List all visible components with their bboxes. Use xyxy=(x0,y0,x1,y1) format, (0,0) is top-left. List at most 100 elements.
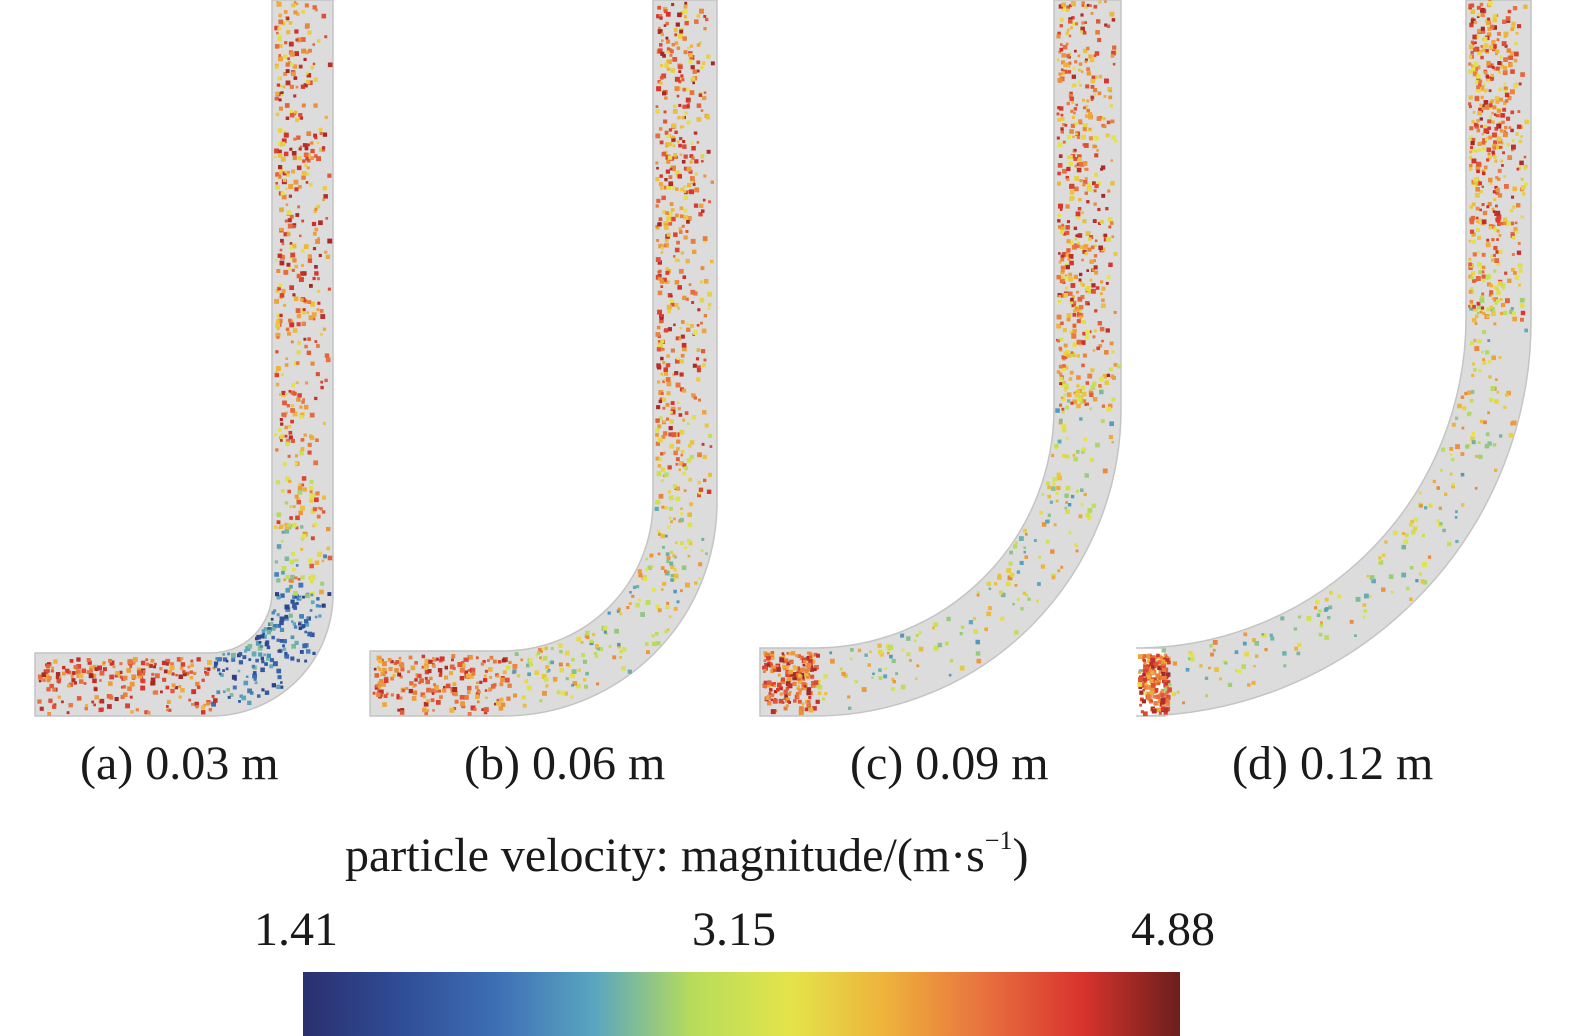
particle xyxy=(660,479,664,483)
particle xyxy=(1494,159,1498,163)
particle xyxy=(459,695,465,700)
particle xyxy=(1502,132,1508,138)
particle xyxy=(666,185,672,191)
particle xyxy=(299,405,303,409)
particle xyxy=(1083,143,1089,148)
particle xyxy=(295,558,299,562)
particle xyxy=(769,688,773,692)
particle xyxy=(1478,107,1484,113)
particle xyxy=(1080,134,1086,140)
particle xyxy=(636,585,640,589)
particle xyxy=(1071,333,1077,339)
particle xyxy=(108,658,112,663)
particle xyxy=(285,80,291,86)
particle xyxy=(304,622,310,627)
particle xyxy=(213,664,218,668)
particle xyxy=(1479,310,1483,314)
particle xyxy=(1150,657,1156,663)
particle xyxy=(324,250,328,254)
particle xyxy=(688,541,693,546)
particle xyxy=(582,677,587,682)
particle xyxy=(1507,278,1512,283)
particle xyxy=(275,332,281,338)
particle xyxy=(526,685,532,691)
particle xyxy=(1083,244,1089,249)
particle xyxy=(662,7,668,12)
particle xyxy=(310,632,315,638)
particle xyxy=(204,670,207,674)
particle xyxy=(438,689,441,693)
particle xyxy=(655,204,659,208)
particle xyxy=(281,138,287,144)
particle xyxy=(1455,416,1459,420)
particle xyxy=(316,141,320,145)
particle xyxy=(1495,217,1499,221)
particle xyxy=(281,566,287,571)
particle xyxy=(1498,356,1502,360)
particle xyxy=(1490,254,1493,258)
particle xyxy=(253,671,257,675)
particle xyxy=(281,242,285,246)
particle xyxy=(1481,132,1485,136)
particle xyxy=(1473,183,1478,187)
particle xyxy=(1056,323,1062,329)
particle xyxy=(276,638,280,642)
particle xyxy=(274,44,280,49)
particle xyxy=(283,132,289,138)
particle xyxy=(1143,664,1149,670)
particle xyxy=(771,665,777,671)
particle xyxy=(69,659,74,663)
particle xyxy=(1473,177,1479,182)
particle xyxy=(673,517,676,521)
particle xyxy=(1503,405,1507,409)
particle xyxy=(1072,309,1077,313)
particle xyxy=(269,664,274,669)
particle xyxy=(1481,85,1485,89)
particle xyxy=(92,664,97,670)
particle xyxy=(672,484,677,489)
particle xyxy=(180,657,184,661)
particle xyxy=(1502,220,1508,226)
particle xyxy=(1461,503,1465,507)
particle xyxy=(278,283,283,288)
particle xyxy=(319,332,323,336)
particle xyxy=(1087,508,1093,513)
particle xyxy=(879,652,884,657)
particle xyxy=(196,685,201,690)
particle xyxy=(1485,18,1490,23)
particle xyxy=(543,656,548,661)
particle xyxy=(687,443,692,448)
particle xyxy=(1468,289,1473,294)
particle xyxy=(665,402,670,407)
particle xyxy=(1054,444,1059,449)
particle xyxy=(1270,636,1275,641)
particle xyxy=(300,525,304,529)
particle xyxy=(375,684,379,688)
particle xyxy=(701,209,705,213)
particle xyxy=(1086,71,1091,76)
particle xyxy=(1070,283,1076,288)
particle xyxy=(594,652,597,655)
particle xyxy=(108,681,113,686)
particle xyxy=(1064,506,1068,510)
particle xyxy=(260,634,265,639)
particle xyxy=(1081,450,1085,454)
particle xyxy=(1085,231,1091,237)
particle xyxy=(680,450,685,454)
particle xyxy=(1471,158,1477,164)
particle xyxy=(306,311,310,314)
particle xyxy=(797,684,801,688)
particle xyxy=(677,285,682,290)
particle xyxy=(708,302,712,307)
particle xyxy=(261,629,266,633)
particle xyxy=(1510,110,1515,115)
particle xyxy=(309,412,315,418)
particle xyxy=(1072,84,1075,88)
particle xyxy=(256,634,261,640)
particle xyxy=(1205,694,1209,698)
particle xyxy=(275,323,280,328)
particle xyxy=(288,424,292,429)
particle xyxy=(1057,117,1061,122)
particle xyxy=(1065,437,1069,440)
particle xyxy=(534,670,540,675)
